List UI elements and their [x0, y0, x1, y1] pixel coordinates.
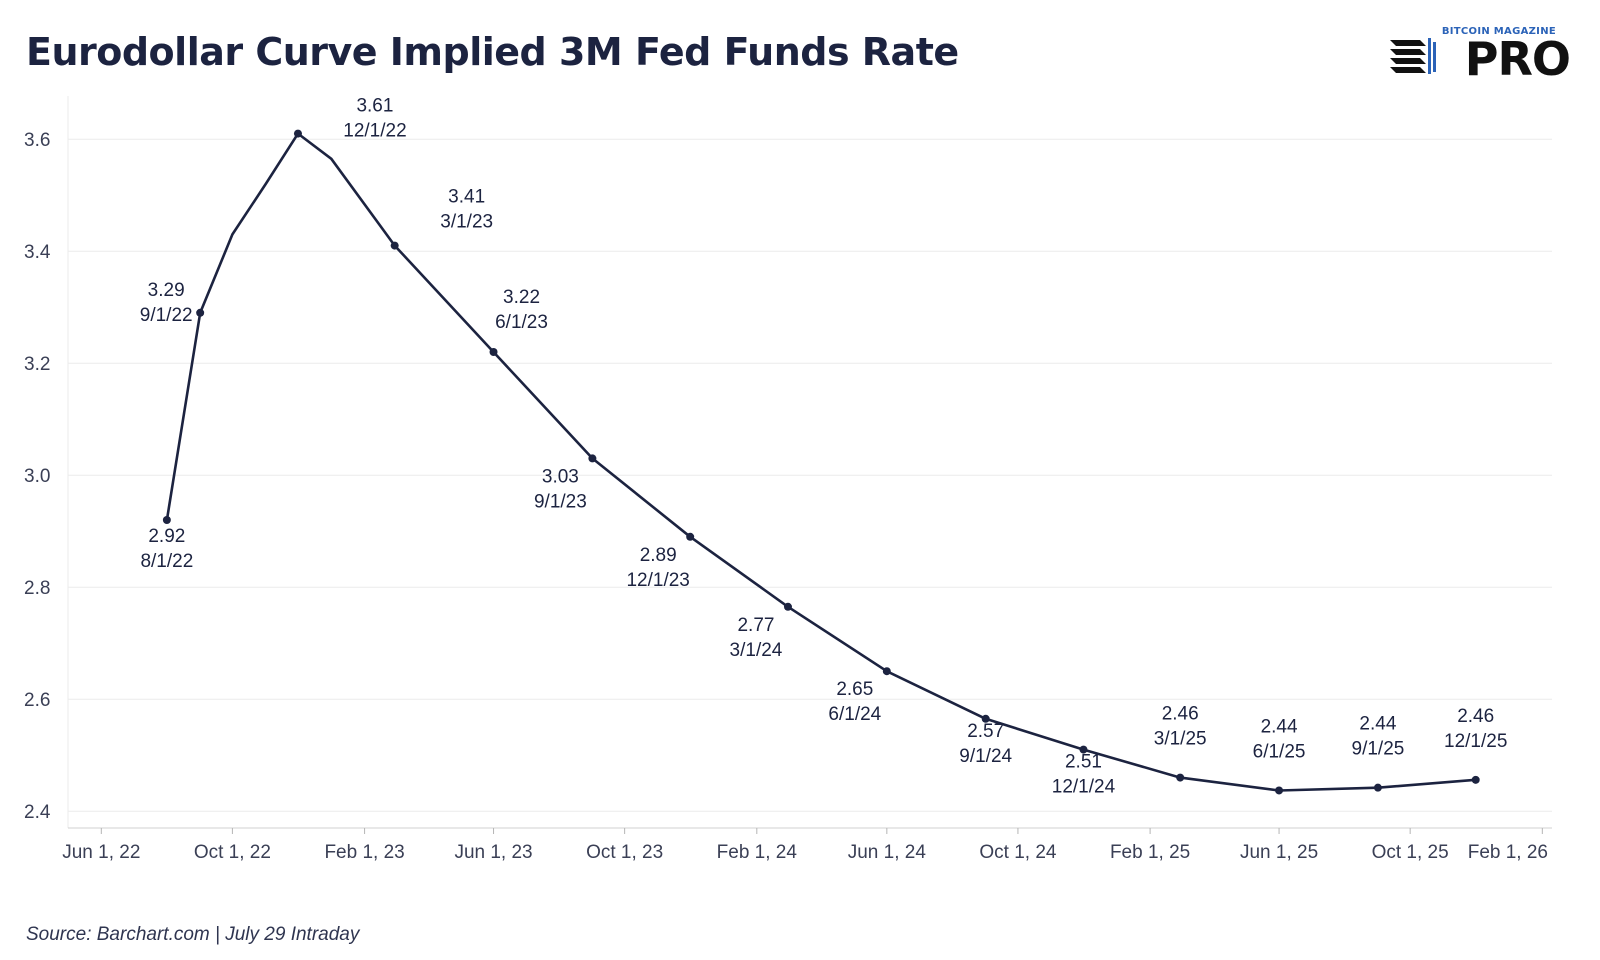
data-label-value: 2.92 — [148, 526, 185, 547]
data-label-date: 12/1/24 — [1052, 777, 1116, 798]
data-point — [1176, 773, 1185, 782]
series-path — [165, 132, 1476, 792]
data-point — [1373, 783, 1382, 792]
data-point — [588, 454, 597, 463]
data-label-value: 3.03 — [542, 466, 579, 487]
data-label-value: 2.44 — [1261, 716, 1298, 737]
series-line — [162, 129, 1480, 795]
data-point — [293, 129, 302, 138]
x-tick-label: Jun 1, 24 — [848, 842, 927, 863]
data-label-value: 3.29 — [148, 280, 185, 301]
x-tick-label: Oct 1, 24 — [979, 842, 1057, 863]
data-point — [196, 308, 205, 317]
x-tick-label: Jun 1, 23 — [454, 842, 532, 863]
x-tick-label: Feb 1, 26 — [1468, 842, 1548, 863]
x-tick-label: Oct 1, 23 — [586, 842, 663, 863]
line-chart: 2.4 2.6 2.8 3.0 3.2 3.4 3.6 Jun 1, 22 Oct 1, 22… — [24, 96, 1552, 863]
x-tick-label: Jun 1, 22 — [62, 842, 140, 863]
y-tick-label: 2.6 — [24, 690, 50, 711]
chart-title: Eurodollar Curve Implied 3M Fed Funds Ra… — [26, 30, 959, 74]
y-tick-label: 2.8 — [24, 578, 50, 599]
data-label-date: 9/1/24 — [959, 746, 1012, 767]
data-point — [1471, 775, 1480, 784]
data-labels: 2.92 8/1/22 3.29 9/1/22 3.61 12/1/22 3.41 3/1/2… — [140, 96, 1508, 798]
data-point — [390, 241, 399, 250]
grid-lines — [67, 96, 1552, 828]
data-point — [686, 532, 695, 541]
data-label-date: 9/1/25 — [1352, 739, 1405, 760]
x-tick-label: Feb 1, 23 — [324, 842, 404, 863]
data-point — [882, 667, 891, 676]
y-tick-label: 3.0 — [24, 466, 50, 487]
logo-big-text: PRO — [1464, 32, 1571, 86]
x-tick-label: Feb 1, 24 — [717, 842, 798, 863]
data-label-value: 3.22 — [503, 287, 540, 308]
data-label-date: 12/1/22 — [343, 121, 406, 142]
data-point — [1079, 745, 1088, 754]
data-label-date: 12/1/23 — [626, 570, 689, 591]
data-label-value: 2.77 — [737, 615, 774, 636]
y-tick-label: 3.6 — [24, 130, 50, 151]
data-label-date: 9/1/23 — [534, 491, 587, 512]
x-axis: Jun 1, 22 Oct 1, 22 Feb 1, 23 Jun 1, 23 Oct … — [62, 827, 1552, 863]
y-tick-label: 2.4 — [24, 802, 51, 823]
data-label-date: 9/1/22 — [140, 305, 193, 326]
data-label-value: 2.51 — [1065, 752, 1102, 773]
data-point — [1275, 786, 1284, 795]
data-label-value: 2.57 — [967, 721, 1004, 742]
data-label-date: 3/1/25 — [1154, 729, 1207, 750]
data-point — [489, 348, 498, 356]
data-label-value: 2.46 — [1457, 706, 1494, 727]
data-label-date: 12/1/25 — [1444, 731, 1507, 752]
source-note: Source: Barchart.com | July 29 Intraday — [26, 924, 360, 945]
bitcoin-magazine-pro-logo: BITCOIN MAGAZINE PRO — [1390, 26, 1571, 86]
data-label-date: 6/1/25 — [1253, 741, 1306, 762]
data-label-value: 2.89 — [640, 545, 677, 566]
data-point — [981, 714, 990, 723]
data-label-date: 3/1/24 — [730, 640, 783, 661]
data-label-date: 3/1/23 — [440, 212, 493, 233]
logo-stripes-icon — [1390, 38, 1436, 74]
logo-small-text: BITCOIN MAGAZINE — [1441, 26, 1556, 37]
y-tick-label: 3.2 — [24, 354, 50, 375]
data-label-date: 8/1/22 — [140, 551, 193, 572]
data-label-date: 6/1/23 — [495, 312, 548, 333]
data-label-value: 2.46 — [1162, 704, 1199, 725]
y-axis-ticks: 2.4 2.6 2.8 3.0 3.2 3.4 3.6 — [24, 130, 51, 823]
data-point — [162, 516, 171, 524]
x-tick-label: Oct 1, 25 — [1372, 842, 1449, 863]
y-tick-label: 3.4 — [24, 242, 51, 263]
data-label-value: 2.44 — [1359, 714, 1396, 735]
data-label-value: 2.65 — [836, 679, 873, 700]
x-tick-label: Jun 1, 25 — [1240, 842, 1318, 863]
x-tick-label: Oct 1, 22 — [194, 842, 271, 863]
data-label-date: 6/1/24 — [828, 704, 881, 725]
data-point — [783, 602, 792, 611]
data-label-value: 3.41 — [448, 187, 485, 208]
data-label-value: 3.61 — [356, 96, 393, 117]
x-tick-label: Feb 1, 25 — [1110, 842, 1190, 863]
